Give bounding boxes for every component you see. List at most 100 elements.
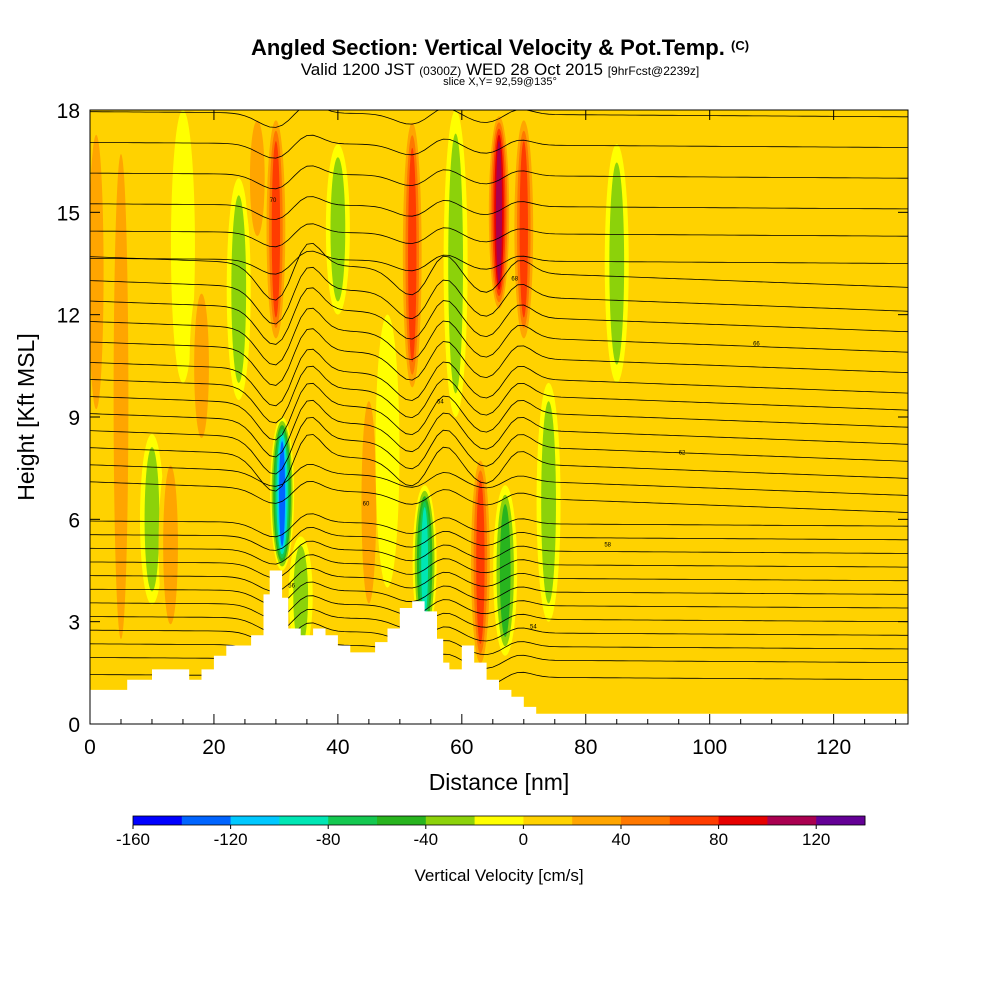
velocity-band-19 <box>493 485 518 656</box>
velocity-band-3 <box>158 451 183 639</box>
velocity-band-level <box>330 157 346 302</box>
contour-label: 56 <box>288 584 295 590</box>
colorbar-swatch <box>523 816 573 825</box>
velocity-band-11 <box>325 144 350 315</box>
velocity-band-24 <box>648 110 673 315</box>
terrain-shape <box>90 570 908 724</box>
contour-line <box>90 513 908 538</box>
contour-label: 62 <box>679 451 686 457</box>
valid-time-utc: (0300Z) <box>419 64 462 78</box>
y-tick-label: 15 <box>57 202 80 225</box>
chart-subtitle: Valid 1200 JST (0300Z) WED 28 Oct 2015 [… <box>0 60 1000 80</box>
colorbar-swatch <box>718 816 768 825</box>
contour-line <box>90 434 908 492</box>
velocity-band-level <box>476 480 485 644</box>
velocity-band-level <box>499 504 511 637</box>
velocity-band-level <box>271 141 281 318</box>
y-tick-label: 0 <box>68 714 80 737</box>
velocity-band-10 <box>288 536 313 656</box>
contour-line <box>90 567 908 592</box>
velocity-band-level <box>90 134 104 410</box>
colorbar-swatch <box>133 816 183 825</box>
velocity-band-level <box>852 110 877 622</box>
x-tick-label: 40 <box>326 736 349 759</box>
valid-date: WED 28 Oct 2015 <box>465 60 603 79</box>
colorbar-label: -160 <box>116 830 150 849</box>
contour-line <box>90 250 908 275</box>
velocity-band-level <box>648 110 673 315</box>
contour-line <box>90 554 908 579</box>
velocity-band-4 <box>170 110 195 383</box>
contour-label: 66 <box>753 341 760 347</box>
x-tick-label: 100 <box>692 736 727 759</box>
velocity-band-17 <box>468 451 493 673</box>
contour-line <box>90 223 908 248</box>
x-tick-label: 80 <box>574 736 597 759</box>
colorbar-swatch <box>669 816 720 825</box>
velocity-band-14 <box>400 110 425 400</box>
colorbar-swatch <box>279 816 329 825</box>
colorbar-swatch <box>328 816 378 825</box>
velocity-band-13 <box>375 314 400 588</box>
velocity-band-15 <box>412 485 437 639</box>
contour-label: 54 <box>530 624 537 630</box>
x-tick-label: 120 <box>816 736 851 759</box>
contour-line <box>90 399 908 458</box>
velocity-band-level <box>194 293 209 438</box>
x-tick-label: 0 <box>84 736 96 759</box>
contour-line <box>90 382 908 441</box>
colorbar-swatch <box>621 816 671 825</box>
velocity-band-5 <box>189 280 214 452</box>
contour-line <box>90 464 908 496</box>
y-tick-label: 9 <box>68 407 80 430</box>
colorbar-label: -120 <box>214 830 248 849</box>
contour-line <box>90 581 908 606</box>
contour-line <box>90 622 908 647</box>
velocity-band-26 <box>790 110 815 673</box>
colorbar-label: 40 <box>612 830 631 849</box>
velocity-band-level <box>408 147 417 363</box>
contour-line <box>90 540 908 565</box>
velocity-band-level <box>375 314 400 588</box>
contour-line <box>90 348 908 407</box>
contour-line <box>90 165 908 190</box>
contour-line <box>90 266 908 325</box>
velocity-band-level <box>113 154 129 639</box>
velocity-band-27 <box>852 110 877 622</box>
chart-title-text: Angled Section: Vertical Velocity & Pot.… <box>250 35 725 60</box>
velocity-band-23 <box>604 144 629 383</box>
velocity-band-1 <box>108 110 133 684</box>
contour-label: 52 <box>586 106 593 112</box>
contour-line <box>90 416 908 475</box>
potential-temperature-contours: 5254565860626466687052 <box>90 106 908 691</box>
velocity-band-level <box>279 441 286 547</box>
velocity-band-level <box>609 162 625 365</box>
contour-label: 58 <box>604 543 611 549</box>
contour-label: 60 <box>363 502 370 508</box>
colorbar-swatch <box>230 816 280 825</box>
colorbar-label: 0 <box>519 830 528 849</box>
velocity-band-0 <box>90 110 109 435</box>
contour-line <box>90 110 908 128</box>
contour-label: 64 <box>437 399 444 405</box>
forecast-info: [9hrFcst@2239z] <box>607 64 700 78</box>
x-tick-label: 20 <box>202 736 225 759</box>
colorbar-swatch <box>767 816 817 825</box>
velocity-band-level <box>170 110 195 383</box>
colorbar-title: Vertical Velocity [cm/s] <box>414 866 583 885</box>
colorbar-swatch <box>816 816 866 825</box>
velocity-band-level <box>231 195 247 383</box>
velocity-band-level <box>519 141 528 318</box>
colorbar-swatch <box>181 816 232 825</box>
y-tick-label: 3 <box>68 612 80 635</box>
colorbar-label: -80 <box>316 830 341 849</box>
valid-time: Valid 1200 JST <box>300 60 415 79</box>
contour-line <box>90 481 908 513</box>
terrain <box>90 570 908 724</box>
velocity-band-25 <box>697 110 722 707</box>
colorbar-label: 120 <box>802 830 830 849</box>
y-tick-label: 6 <box>68 509 80 532</box>
colorbar-frame <box>132 815 866 826</box>
contour-line <box>90 365 908 424</box>
